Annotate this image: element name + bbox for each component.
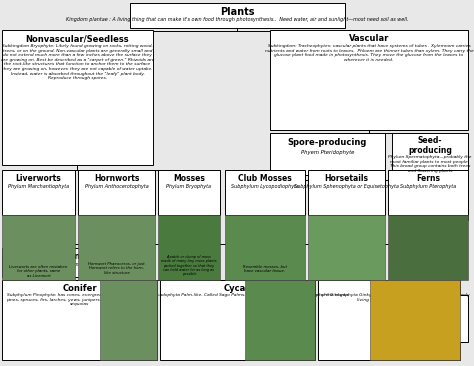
Text: Phylum Angiosperms: Phylum Angiosperms — [400, 312, 451, 317]
Text: Mosses: Mosses — [173, 174, 205, 183]
Text: Spore-producing: Spore-producing — [288, 138, 367, 147]
Text: Subphylum Pterophyta: Subphylum Pterophyta — [400, 184, 456, 189]
Text: Plants: Plants — [220, 7, 255, 17]
Text: Phylum Spermatophyta—probably the most familiar plants to most people. This broa: Phylum Spermatophyta—probably the most f… — [388, 155, 472, 173]
Text: A patch or clump of moss
made of many tiny moss plants
packed together so that t: A patch or clump of moss made of many ti… — [161, 255, 217, 276]
FancyBboxPatch shape — [383, 295, 468, 342]
Text: Phylum Bryophyta: Phylum Bryophyta — [166, 184, 211, 189]
FancyBboxPatch shape — [308, 170, 385, 215]
Text: Seed-
producing: Seed- producing — [408, 136, 452, 156]
Text: Resemble mosses, but
have vascular tissue.: Resemble mosses, but have vascular tissu… — [243, 265, 287, 273]
FancyBboxPatch shape — [158, 170, 220, 215]
Bar — [225, 215, 305, 280]
Text: Conifer: Conifer — [62, 284, 97, 293]
Bar — [370, 280, 460, 360]
Text: Subphylum Sphenophyta or Equisetophyta: Subphylum Sphenophyta or Equisetophyta — [294, 184, 399, 189]
Text: Club Mosses: Club Mosses — [238, 174, 292, 183]
FancyBboxPatch shape — [270, 30, 468, 130]
Text: Subphylum cycadophyta Palm-like. Called Sago Palms. Leaves form a cluster at the: Subphylum cycadophyta Palm-like. Called … — [126, 293, 349, 297]
FancyBboxPatch shape — [2, 280, 157, 360]
Bar — [78, 215, 155, 280]
FancyBboxPatch shape — [388, 170, 468, 215]
Bar — [245, 280, 315, 360]
Text: Subphylum Pinophyta: has cones, evergreen leaves... Includes the pines, spruces,: Subphylum Pinophyta: has cones, evergree… — [6, 293, 153, 306]
Text: Subkingdom: Tracheophytes: vascular plants that have systems of tubes . Xylemnom: Subkingdom: Tracheophytes: vascular plan… — [264, 44, 474, 62]
Text: Ginkgo: Ginkgo — [373, 284, 406, 293]
FancyBboxPatch shape — [2, 170, 75, 215]
Text: Non-Flowering: Non-Flowering — [22, 252, 85, 261]
Text: Liverworts: Liverworts — [16, 174, 61, 183]
FancyBboxPatch shape — [318, 280, 460, 360]
Text: Cycad: Cycad — [223, 284, 252, 293]
Text: Kingdom plantae : A living thing that can make it's own food through photosynthe: Kingdom plantae : A living thing that ca… — [66, 17, 409, 22]
Text: Subphym Ginkgophyta Ginkgo biloba, or the maidenhair tree, it's the only living : Subphym Ginkgophyta Ginkgo biloba, or th… — [308, 293, 470, 302]
FancyBboxPatch shape — [225, 170, 305, 215]
Text: Subkingdom Bryophyte: Likely found growing on rocks, rotting wood, trees, or on : Subkingdom Bryophyte: Likely found growi… — [1, 44, 154, 80]
Text: Hornwort Phaeoceros, or just
Hornwort refers to the horn-
like structure: Hornwort Phaeoceros, or just Hornwort re… — [88, 262, 145, 274]
Text: Hornworts: Hornworts — [94, 174, 139, 183]
Text: Phylum Anthocerotophyta: Phylum Anthocerotophyta — [85, 184, 148, 189]
Text: Vascular: Vascular — [349, 34, 389, 43]
FancyBboxPatch shape — [2, 248, 105, 277]
Text: Subphylum Lycopodiophyta: Subphylum Lycopodiophyta — [231, 184, 299, 189]
FancyBboxPatch shape — [2, 30, 153, 165]
Text: Ferns: Ferns — [416, 174, 440, 183]
Text: Nonvascular/Seedless: Nonvascular/Seedless — [26, 34, 129, 43]
Text: Horsetails: Horsetails — [325, 174, 368, 183]
Text: Phylum Marchantiophyta: Phylum Marchantiophyta — [8, 184, 69, 189]
FancyBboxPatch shape — [270, 133, 385, 175]
Bar — [388, 215, 468, 280]
Bar — [2, 215, 75, 280]
Bar — [308, 215, 385, 280]
Text: Phylum Gymnosperms: Phylum Gymnosperms — [26, 262, 81, 267]
Text: Flowering: Flowering — [402, 300, 449, 309]
FancyBboxPatch shape — [392, 133, 468, 220]
FancyBboxPatch shape — [78, 170, 155, 215]
Bar — [158, 215, 220, 280]
Text: Liverworts are often mistaken
for other plants, same
as Liverwort: Liverworts are often mistaken for other … — [9, 265, 68, 277]
FancyBboxPatch shape — [130, 3, 345, 28]
Bar — [100, 280, 157, 360]
Text: Phyem Pteridophyte: Phyem Pteridophyte — [301, 150, 354, 155]
FancyBboxPatch shape — [160, 280, 315, 360]
